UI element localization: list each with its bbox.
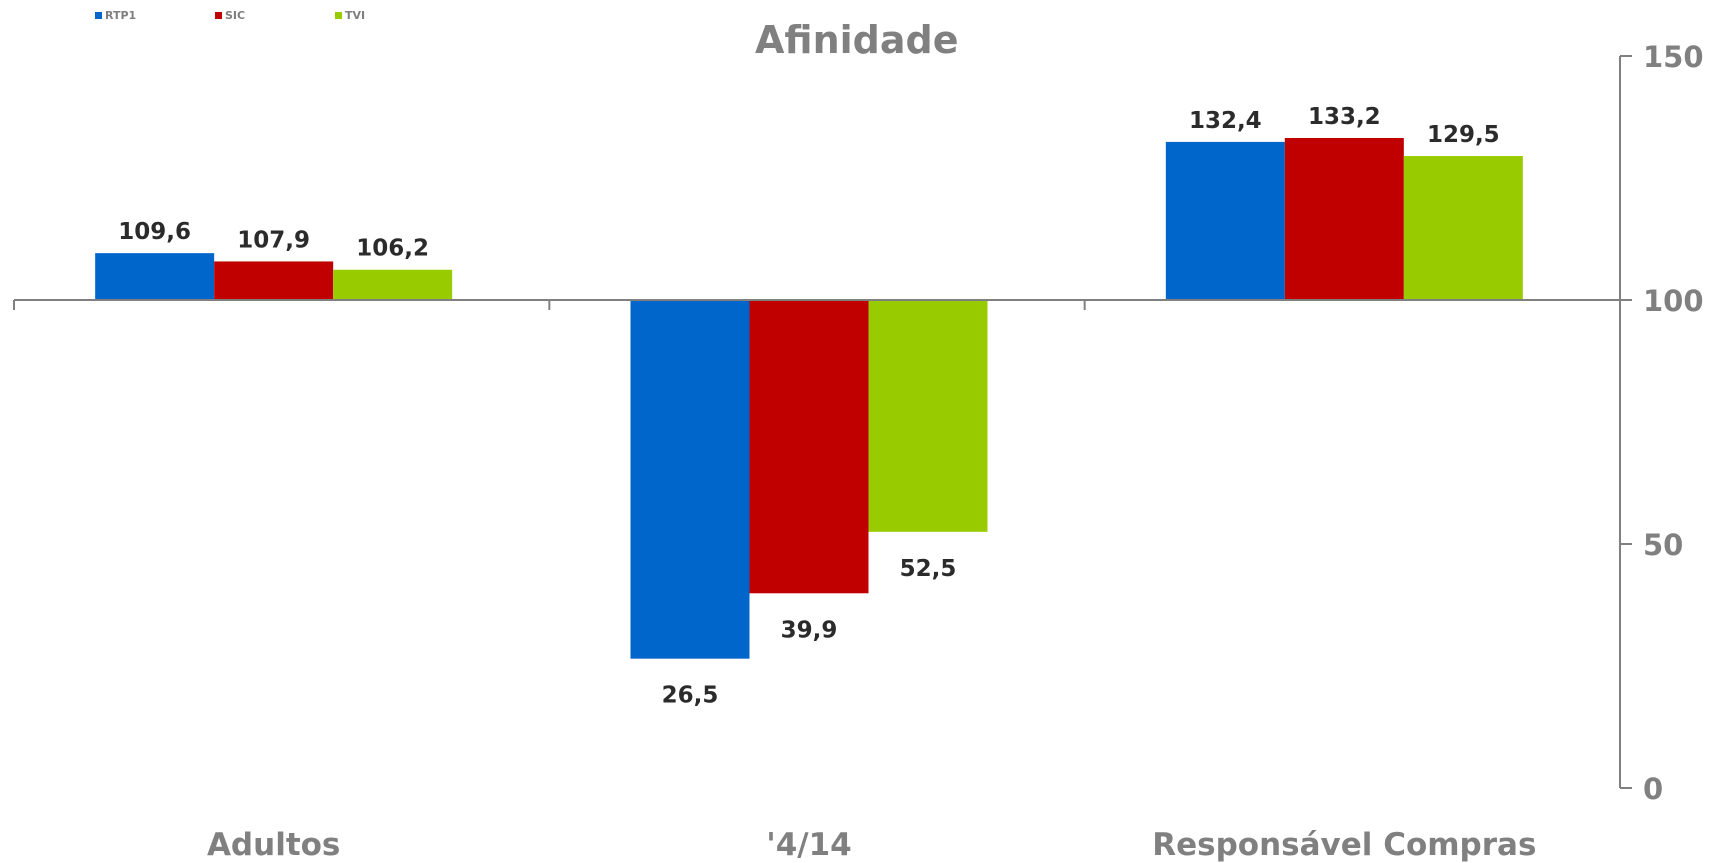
legend-label-tvi: TVI: [345, 9, 366, 22]
chart-title: Afinidade: [755, 18, 959, 62]
legend-label-rtp1: RTP1: [105, 9, 137, 22]
data-label-tvi-0: 106,2: [356, 236, 429, 262]
bar-sic-1: [749, 300, 869, 594]
bar-rtp1-2: [1165, 141, 1285, 300]
bar-rtp1-0: [95, 253, 215, 300]
value-tick-label-0: 0: [1643, 772, 1663, 806]
data-label-sic-0: 107,9: [237, 227, 310, 253]
value-tick-label-1: 50: [1643, 528, 1683, 562]
legend-swatch-rtp1: [95, 12, 102, 19]
legend-item-sic: SIC: [215, 9, 335, 22]
value-tick-label-2: 100: [1643, 284, 1704, 318]
data-label-tvi-1: 52,5: [900, 556, 957, 582]
data-label-sic-2: 133,2: [1308, 104, 1381, 130]
legend-item-rtp1: RTP1: [95, 9, 215, 22]
legend: RTP1 SIC TVI: [95, 9, 455, 22]
bar-tvi-2: [1403, 156, 1523, 300]
bar-rtp1-1: [630, 300, 750, 659]
data-label-rtp1-0: 109,6: [118, 219, 191, 245]
bar-tvi-0: [333, 269, 453, 300]
category-label-0: Adultos: [207, 827, 340, 863]
category-label-2: Responsável Compras: [1152, 827, 1536, 863]
bar-sic-0: [214, 261, 334, 300]
data-label-tvi-2: 129,5: [1427, 122, 1500, 148]
data-label-rtp1-1: 26,5: [662, 683, 719, 709]
legend-swatch-sic: [215, 12, 222, 19]
legend-label-sic: SIC: [225, 9, 246, 22]
legend-item-tvi: TVI: [335, 9, 455, 22]
value-tick-label-3: 150: [1643, 40, 1704, 74]
bar-sic-2: [1284, 137, 1404, 300]
data-label-rtp1-2: 132,4: [1189, 108, 1262, 134]
bar-tvi-1: [868, 300, 988, 532]
data-label-sic-1: 39,9: [781, 617, 838, 643]
legend-swatch-tvi: [335, 12, 342, 19]
category-label-1: '4/14: [766, 827, 852, 863]
